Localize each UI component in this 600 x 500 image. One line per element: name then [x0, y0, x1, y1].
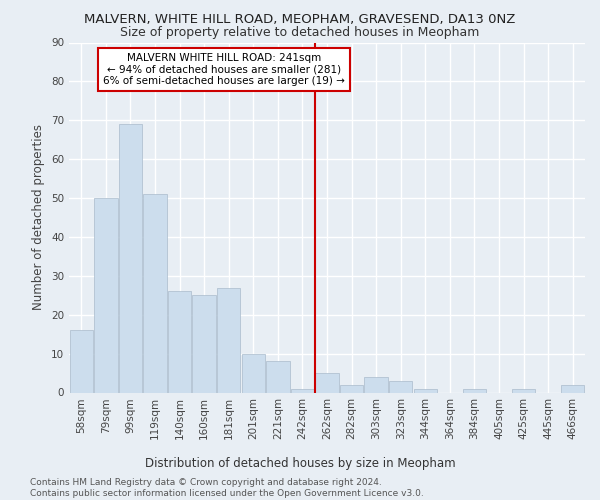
Text: MALVERN WHITE HILL ROAD: 241sqm
← 94% of detached houses are smaller (281)
6% of: MALVERN WHITE HILL ROAD: 241sqm ← 94% of…: [103, 53, 345, 86]
Bar: [70, 330, 93, 392]
Bar: [266, 362, 290, 392]
Y-axis label: Number of detached properties: Number of detached properties: [32, 124, 46, 310]
Bar: [340, 384, 363, 392]
Bar: [119, 124, 142, 392]
Bar: [364, 377, 388, 392]
Bar: [168, 292, 191, 392]
Bar: [413, 388, 437, 392]
Bar: [316, 373, 338, 392]
Text: Size of property relative to detached houses in Meopham: Size of property relative to detached ho…: [121, 26, 479, 39]
Bar: [291, 388, 314, 392]
Text: MALVERN, WHITE HILL ROAD, MEOPHAM, GRAVESEND, DA13 0NZ: MALVERN, WHITE HILL ROAD, MEOPHAM, GRAVE…: [85, 12, 515, 26]
Bar: [143, 194, 167, 392]
Text: Contains HM Land Registry data © Crown copyright and database right 2024.
Contai: Contains HM Land Registry data © Crown c…: [30, 478, 424, 498]
Text: Distribution of detached houses by size in Meopham: Distribution of detached houses by size …: [145, 458, 455, 470]
Bar: [193, 296, 216, 392]
Bar: [561, 384, 584, 392]
Bar: [217, 288, 241, 393]
Bar: [242, 354, 265, 393]
Bar: [94, 198, 118, 392]
Bar: [389, 381, 412, 392]
Bar: [512, 388, 535, 392]
Bar: [463, 388, 486, 392]
